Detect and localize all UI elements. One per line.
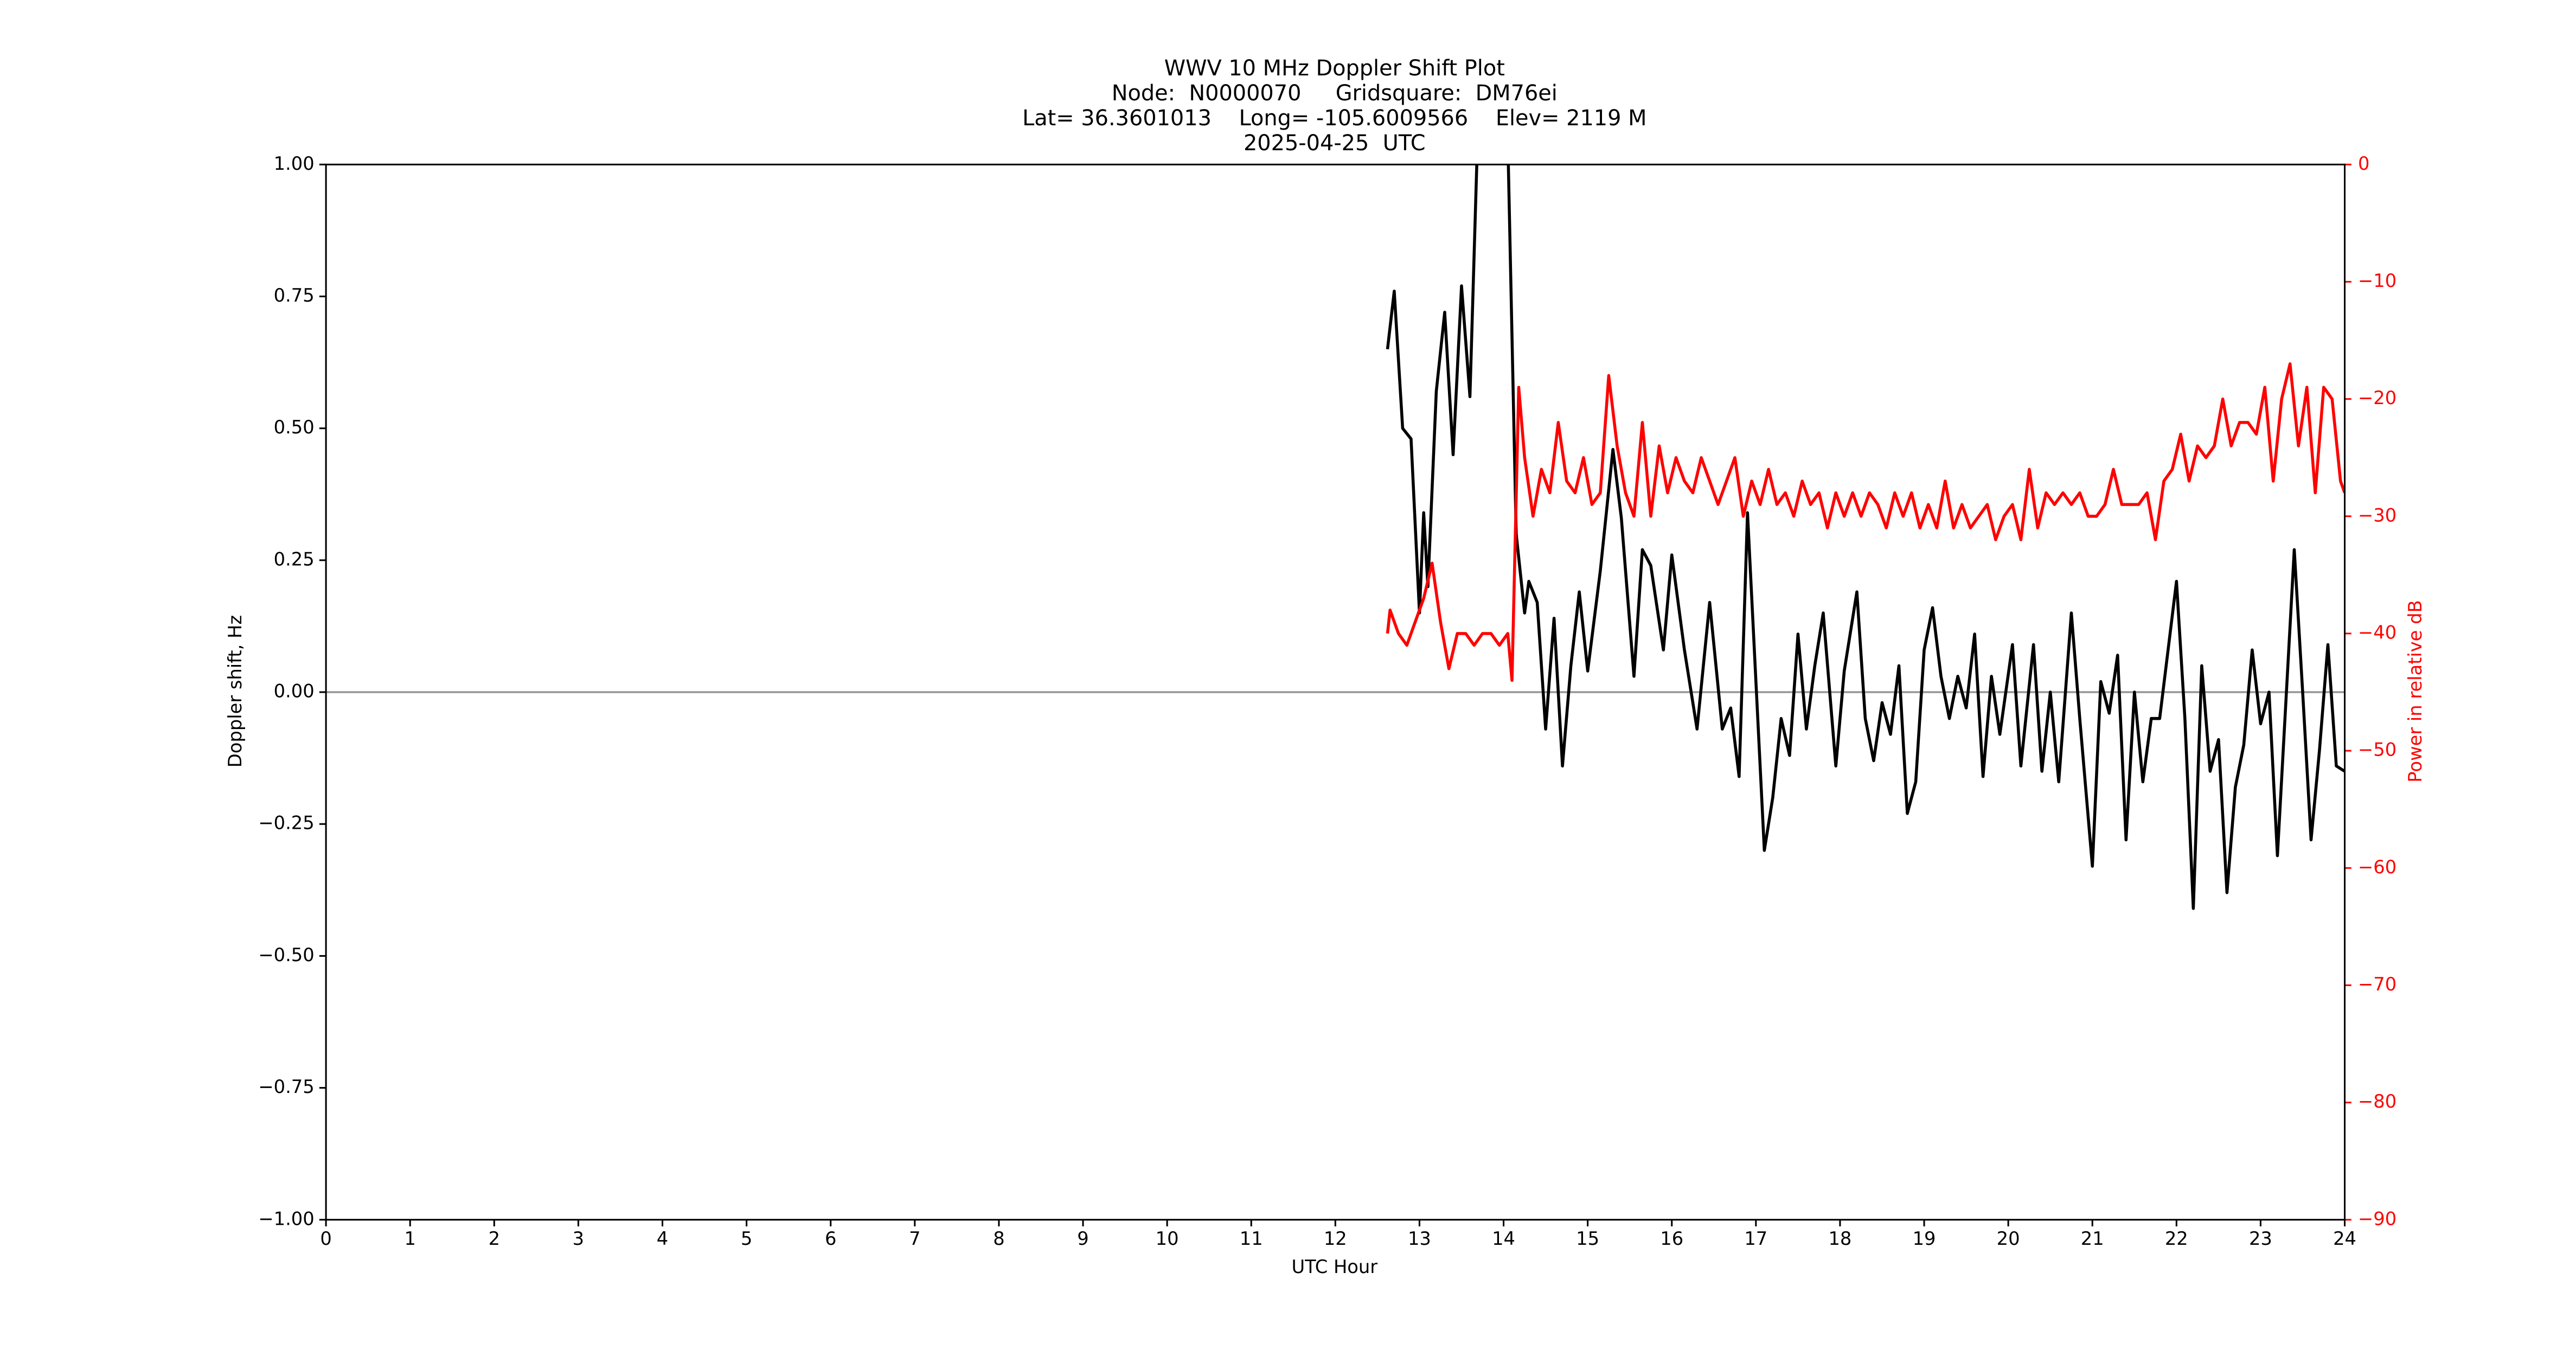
y-tick-label: 0.50	[274, 417, 315, 438]
y-tick-label: −0.50	[258, 944, 314, 965]
x-tick-label: 16	[1660, 1228, 1683, 1249]
y2-tick-label: −80	[2358, 1091, 2396, 1112]
y2-tick-label: −70	[2358, 974, 2396, 995]
x-tick-label: 22	[2165, 1228, 2188, 1249]
x-tick-label: 19	[1913, 1228, 1936, 1249]
x-tick-label: 15	[1576, 1228, 1599, 1249]
y2-tick-label: −10	[2358, 270, 2396, 291]
y-tick-label: 1.00	[274, 153, 315, 174]
x-tick-label: 5	[741, 1228, 752, 1249]
plot-area	[1386, 164, 2345, 910]
x-tick-label: 6	[825, 1228, 836, 1249]
y2-tick-label: −20	[2358, 387, 2396, 408]
x-tick-label: 1	[404, 1228, 415, 1249]
x-tick-label: 24	[2333, 1228, 2356, 1249]
x-tick-label: 2	[489, 1228, 500, 1249]
x-tick-label: 11	[1240, 1228, 1263, 1249]
x-tick-label: 17	[1744, 1228, 1767, 1249]
plot-frame	[325, 163, 2346, 1221]
x-tick-label: 4	[657, 1228, 668, 1249]
x-tick-label: 9	[1077, 1228, 1088, 1249]
chart-subtitle: Node: N0000070 Gridsquare: DM76ei	[1112, 81, 1558, 106]
data-line	[1386, 164, 2345, 910]
y2-tick-label: −30	[2358, 504, 2396, 526]
x-tick-label: 7	[909, 1228, 920, 1249]
y2-tick-label: −40	[2358, 622, 2396, 643]
x-axis-label: UTC Hour	[1291, 1256, 1377, 1277]
x-tick-label: 0	[320, 1228, 331, 1249]
x-tick-label: 23	[2249, 1228, 2272, 1249]
data-line	[1386, 362, 2345, 682]
x-tick-label: 3	[573, 1228, 584, 1249]
x-tick-label: 14	[1492, 1228, 1515, 1249]
y2-axis-label: Power in relative dB	[2405, 600, 2426, 782]
x-tick-label: 21	[2081, 1228, 2104, 1249]
chart-title: WWV 10 MHz Doppler Shift Plot	[1164, 56, 1505, 81]
y-tick-label: −1.00	[258, 1208, 314, 1229]
y-tick-label: −0.75	[258, 1076, 314, 1097]
y2-tick-label: 0	[2358, 153, 2369, 174]
x-tick-label: 20	[1997, 1228, 2020, 1249]
y-tick-label: −0.25	[258, 813, 314, 834]
x-tick-label: 12	[1324, 1228, 1347, 1249]
x-tick-label: 10	[1156, 1228, 1179, 1249]
y2-tick-label: −90	[2358, 1208, 2396, 1229]
y-tick-label: 0.25	[274, 548, 315, 570]
y-axis-label: Doppler shift, Hz	[225, 615, 246, 767]
x-tick-label: 18	[1828, 1228, 1851, 1249]
y-tick-label: 0.75	[274, 285, 315, 306]
y-tick-label: 0.00	[274, 681, 315, 702]
chart-subtitle: Lat= 36.3601013 Long= -105.6009566 Elev=…	[1022, 106, 1646, 131]
x-tick-label: 13	[1408, 1228, 1431, 1249]
y2-tick-label: −60	[2358, 856, 2396, 878]
y2-tick-label: −50	[2358, 739, 2396, 760]
chart-subtitle: 2025-04-25 UTC	[1244, 131, 1426, 156]
x-tick-label: 8	[993, 1228, 1004, 1249]
